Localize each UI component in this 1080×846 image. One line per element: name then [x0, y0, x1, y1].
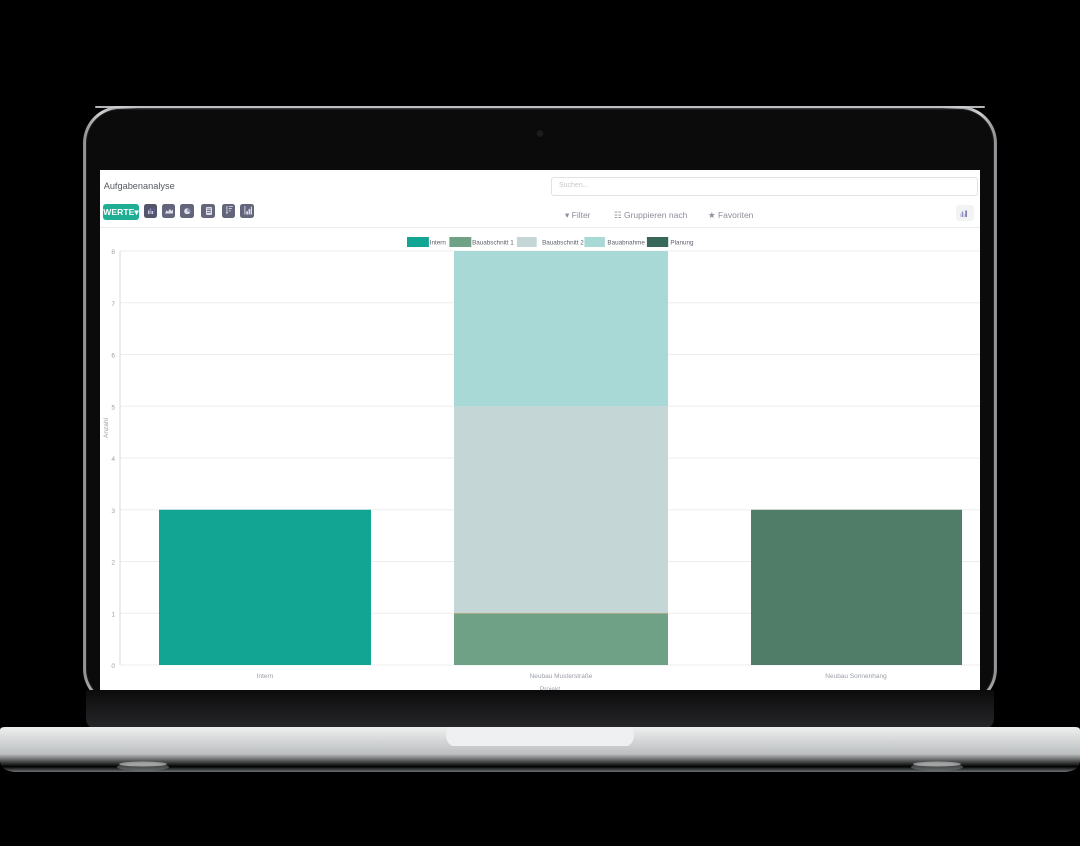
svg-text:Neubau Sonnenhang: Neubau Sonnenhang: [825, 673, 887, 680]
svg-text:7: 7: [111, 301, 115, 308]
svg-text:6: 6: [111, 353, 115, 360]
svg-text:1: 1: [111, 611, 115, 618]
svg-text:3: 3: [111, 508, 115, 515]
svg-text:Bauabschnitt 2: Bauabschnitt 2: [542, 240, 584, 247]
svg-text:Intern: Intern: [257, 673, 274, 680]
svg-text:8: 8: [111, 249, 115, 256]
svg-text:Bauabnahme: Bauabnahme: [607, 240, 645, 247]
svg-text:Planung: Planung: [670, 240, 694, 247]
svg-text:Anzahl: Anzahl: [103, 418, 110, 438]
svg-text:Intern: Intern: [430, 240, 447, 247]
svg-text:Bauabschnitt 1: Bauabschnitt 1: [472, 240, 514, 247]
svg-text:0: 0: [111, 663, 115, 670]
svg-text:4: 4: [111, 456, 115, 463]
svg-text:5: 5: [111, 404, 115, 411]
svg-text:2: 2: [111, 560, 115, 567]
svg-text:Neubau Musterstraße: Neubau Musterstraße: [530, 673, 593, 680]
